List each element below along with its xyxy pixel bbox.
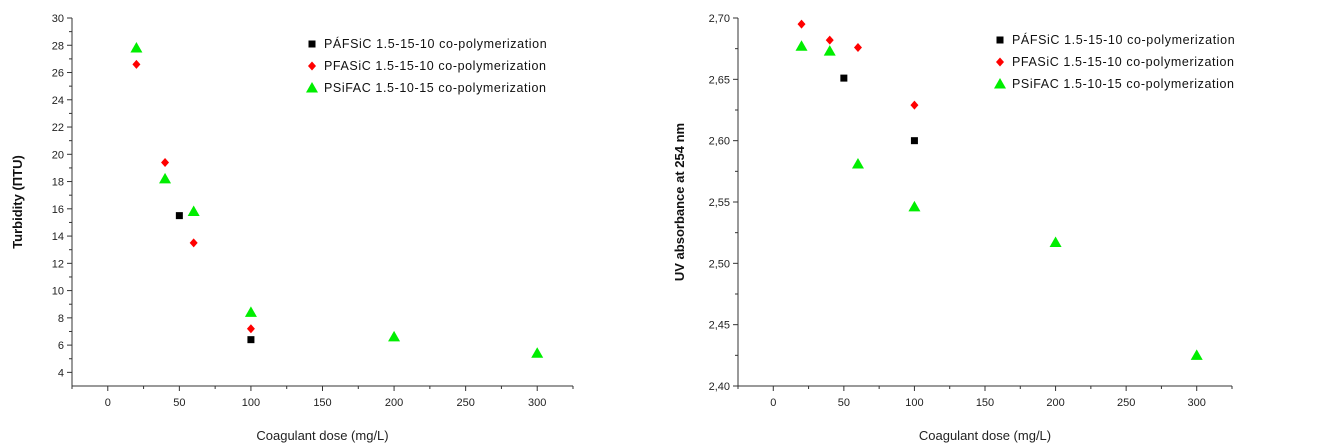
y-tick-label: 8 — [58, 313, 64, 325]
series-1-point — [797, 19, 806, 29]
x-tick-label: 250 — [1117, 397, 1135, 409]
y-tick-label: 2,40 — [709, 381, 730, 393]
legend-entry-2: PSiFAC 1.5-10-15 co-polymerization — [324, 81, 547, 95]
series-1-point — [246, 324, 255, 334]
series-0-point — [840, 74, 848, 82]
series-1-point — [161, 157, 170, 167]
y-tick-label: 2,55 — [709, 197, 730, 209]
series-2-point — [823, 45, 836, 56]
y-tick-label: 18 — [52, 177, 64, 189]
y-tick-label: 14 — [52, 231, 64, 243]
y-tick-label: 30 — [52, 13, 64, 25]
legend-marker-1 — [996, 57, 1004, 67]
axis-lines — [71, 18, 573, 387]
series-2-point — [159, 172, 172, 184]
series-1-point — [910, 100, 919, 110]
series-2-point — [187, 205, 200, 217]
x-tick-label: 300 — [528, 397, 546, 409]
y-tick-label: 12 — [52, 258, 64, 270]
axis-lines — [737, 18, 1232, 387]
series-2-point — [388, 330, 401, 342]
series-1-point — [189, 238, 198, 248]
x-tick-label: 200 — [385, 397, 403, 409]
series-2-point — [1190, 349, 1203, 360]
y-tick-label: 16 — [52, 204, 64, 216]
x-tick-label: 150 — [976, 397, 994, 409]
series-2-point — [531, 347, 544, 358]
x-tick-label: 50 — [173, 397, 185, 409]
series-2-point — [795, 40, 808, 51]
y-tick-label: 6 — [58, 340, 64, 352]
series-1-point — [853, 42, 862, 52]
turbidity-chart: 0 50 100 150 200 250 300 4 6 8 10 12 14 16 18 20 22 24 26 2… — [10, 13, 574, 443]
x-tick-label: 100 — [905, 397, 923, 409]
series-2-point — [851, 157, 864, 169]
uv-absorbance-chart: 0 50 100 150 200 250 300 2,40 2,45 2,50 2,55 2,60 2,… — [672, 13, 1235, 443]
x-tick-label: 150 — [313, 397, 331, 409]
series-0-point — [910, 137, 918, 145]
y-tick-label: 2,60 — [709, 136, 730, 148]
legend-entry-1: PFASiC 1.5-15-10 co-polymerization — [1012, 55, 1235, 69]
x-axis-label: Coagulant dose (mg/L) — [256, 428, 388, 443]
legend-entry-2: PSiFAC 1.5-10-15 co-polymerization — [1012, 77, 1235, 91]
series-0-point — [175, 212, 183, 220]
legend-entry-0: PÁFSiC 1.5-15-10 co-polymerization — [324, 36, 547, 51]
legend-marker-2 — [994, 78, 1006, 89]
legend-marker-1 — [308, 61, 316, 71]
y-tick-label: 26 — [52, 68, 64, 80]
y-axis-label: UV absorbance at 254 nm — [672, 123, 687, 281]
x-tick-label: 200 — [1046, 397, 1064, 409]
y-tick-label: 2,50 — [709, 258, 730, 270]
x-tick-label: 250 — [456, 397, 474, 409]
x-tick-label: 300 — [1188, 397, 1206, 409]
x-tick-label: 50 — [838, 397, 850, 409]
y-tick-label: 4 — [58, 367, 64, 379]
y-tick-label: 2,45 — [709, 320, 730, 332]
y-tick-label: 24 — [52, 95, 64, 107]
y-tick-label: 2,70 — [709, 13, 730, 25]
legend-marker-0 — [996, 36, 1004, 44]
series-2-point — [1049, 236, 1062, 247]
series-2-point — [130, 41, 143, 53]
series-1-point — [825, 35, 834, 45]
y-tick-label: 22 — [52, 122, 64, 134]
series-0-point — [247, 336, 255, 344]
series-1-point — [132, 59, 141, 69]
legend-entry-1: PFASiC 1.5-15-10 co-polymerization — [324, 59, 547, 73]
y-tick-label: 28 — [52, 40, 64, 52]
legend-marker-2 — [306, 82, 318, 93]
legend-entry-0: PÁFSiC 1.5-15-10 co-polymerization — [1012, 32, 1235, 47]
y-tick-label: 20 — [52, 149, 64, 161]
y-tick-label: 2,65 — [709, 74, 730, 86]
y-axis-label: Turbidity (ПТU) — [10, 155, 25, 249]
x-axis-label: Coagulant dose (mg/L) — [919, 428, 1051, 443]
x-tick-label: 0 — [770, 397, 776, 409]
legend-marker-0 — [308, 40, 316, 48]
x-tick-label: 100 — [242, 397, 260, 409]
series-2-point — [244, 306, 257, 317]
x-tick-label: 0 — [105, 397, 111, 409]
y-tick-label: 10 — [52, 286, 64, 298]
series-2-point — [908, 200, 921, 212]
